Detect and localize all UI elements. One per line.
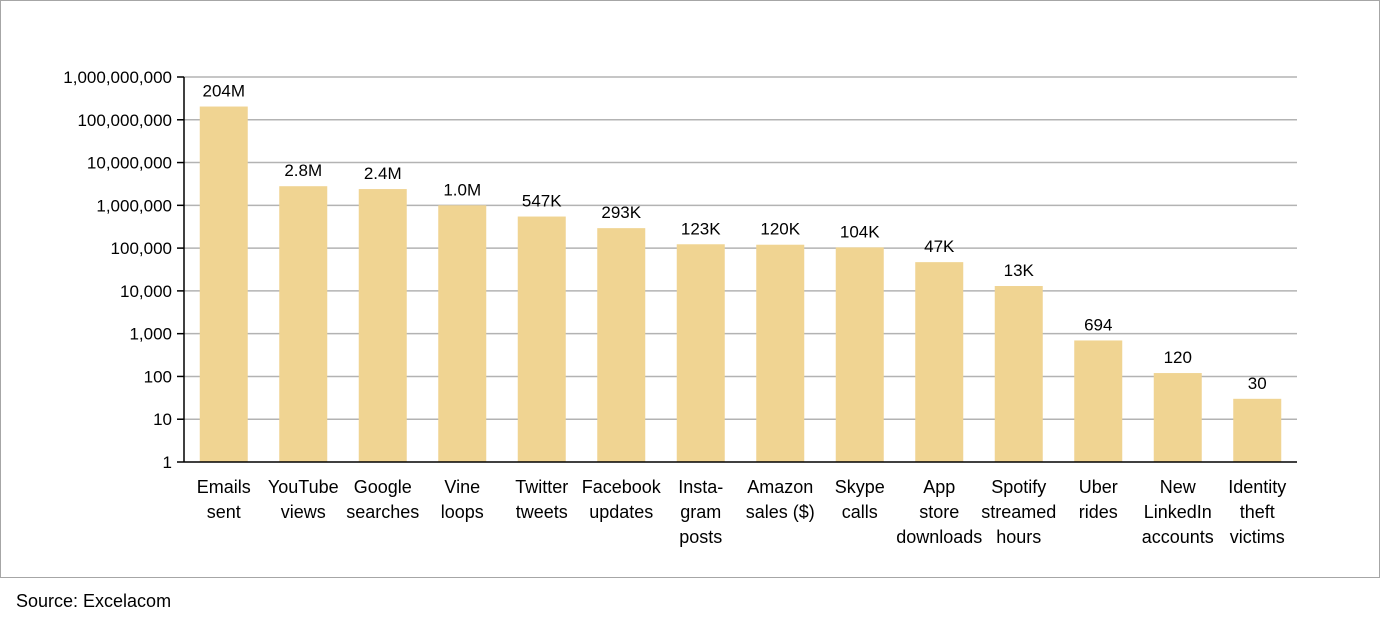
data-label: 547K	[522, 192, 562, 211]
category-label: Emails sent	[197, 477, 251, 522]
y-tick-label: 100	[144, 367, 172, 386]
bar	[358, 189, 407, 463]
category-label-line: store	[919, 502, 959, 522]
category-label-line: Identity	[1228, 477, 1286, 497]
category-label-line: Spotify	[991, 477, 1046, 497]
category-label: Facebook updates	[582, 477, 662, 522]
category-label-line: Amazon	[747, 477, 813, 497]
data-labels: 204M 2.8M 2.4M 1.0M 547K 293K 123K 120K 104K 47K 1…	[202, 82, 1266, 393]
category-label: YouTube views	[268, 477, 339, 522]
category-label-line: calls	[842, 502, 878, 522]
bar	[915, 262, 964, 462]
data-label: 204M	[202, 82, 245, 101]
data-label: 30	[1248, 374, 1267, 393]
data-label: 2.4M	[364, 164, 402, 183]
bar	[597, 228, 646, 462]
category-label-line: Uber	[1079, 477, 1118, 497]
category-label: Twitter tweets	[515, 477, 568, 522]
bars	[199, 106, 1282, 463]
category-label-line: sent	[207, 502, 241, 522]
y-tick-label: 100,000	[111, 239, 172, 258]
axes	[177, 76, 1297, 463]
bar	[676, 244, 725, 462]
y-tick-label: 10,000,000	[87, 154, 172, 173]
category-label-line: Google	[354, 477, 412, 497]
bar	[756, 244, 805, 462]
y-tick-labels: 1 10 100 1,000 10,000 100,000 1,000,000 10,000,…	[63, 68, 172, 472]
category-label: Identity theft victims	[1228, 477, 1286, 547]
y-tick-label: 1	[163, 453, 172, 472]
category-label-line: Skype	[835, 477, 885, 497]
category-label-line: Twitter	[515, 477, 568, 497]
y-tick-label: 1,000,000,000	[63, 68, 172, 87]
category-label-line: Insta-	[678, 477, 723, 497]
category-label: Uber rides	[1079, 477, 1118, 522]
category-label-line: hours	[996, 527, 1041, 547]
category-labels: Emails sent YouTube views Google searches Vine…	[197, 477, 1287, 547]
category-label-line: Facebook	[582, 477, 662, 497]
category-label: Google searches	[346, 477, 419, 522]
category-label-line: New	[1160, 477, 1197, 497]
category-label-line: victims	[1230, 527, 1285, 547]
bar	[835, 247, 884, 462]
bar	[199, 106, 248, 463]
bar	[1153, 373, 1202, 462]
category-label-line: posts	[679, 527, 722, 547]
y-tick-label: 10	[153, 410, 172, 429]
category-label-line: accounts	[1142, 527, 1214, 547]
data-label: 104K	[840, 222, 880, 241]
category-label-line: sales ($)	[746, 502, 815, 522]
category-label: Spotify streamed hours	[981, 477, 1056, 547]
bar	[279, 186, 328, 463]
data-label: 123K	[681, 219, 721, 238]
bar	[1233, 398, 1282, 462]
chart-frame: 1 10 100 1,000 10,000 100,000 1,000,000 10,000,…	[0, 0, 1380, 578]
category-label-line: loops	[441, 502, 484, 522]
category-label-line: YouTube	[268, 477, 339, 497]
data-label: 1.0M	[443, 180, 481, 199]
source-note: Source: Excelacom	[16, 591, 172, 611]
bar	[1074, 340, 1123, 462]
data-label: 47K	[924, 237, 955, 256]
category-label: Amazon sales ($)	[746, 477, 815, 522]
category-label-line: gram	[680, 502, 721, 522]
category-label-line: downloads	[896, 527, 982, 547]
category-label-line: streamed	[981, 502, 1056, 522]
data-label: 694	[1084, 315, 1112, 334]
category-label-line: LinkedIn	[1144, 502, 1212, 522]
category-label: New LinkedIn accounts	[1142, 477, 1214, 547]
category-label-line: searches	[346, 502, 419, 522]
category-label: Insta-gram posts	[678, 477, 723, 547]
data-label: 120	[1164, 348, 1192, 367]
category-label-line: theft	[1240, 502, 1275, 522]
category-label: Skype calls	[835, 477, 885, 522]
category-label-line: views	[281, 502, 326, 522]
bar-chart: 1 10 100 1,000 10,000 100,000 1,000,000 10,000,…	[63, 68, 1297, 547]
data-label: 13K	[1004, 261, 1035, 280]
data-label: 120K	[760, 220, 800, 239]
bar	[438, 205, 487, 463]
category-label-line: App	[923, 477, 955, 497]
bar	[517, 216, 566, 462]
gridlines	[184, 76, 1297, 420]
data-label: 293K	[601, 203, 641, 222]
y-tick-label: 100,000,000	[77, 111, 172, 130]
category-label: Vine loops	[441, 477, 484, 522]
category-label-line: Vine	[444, 477, 480, 497]
category-label-line: updates	[589, 502, 653, 522]
y-tick-label: 1,000	[129, 325, 172, 344]
category-label-line: rides	[1079, 502, 1118, 522]
category-label-line: Emails	[197, 477, 251, 497]
y-tick-label: 10,000	[120, 282, 172, 301]
y-tick-label: 1,000,000	[96, 196, 172, 215]
data-label: 2.8M	[284, 161, 322, 180]
category-label: App store downloads	[896, 477, 982, 547]
category-label-line: tweets	[516, 502, 568, 522]
bar	[994, 286, 1043, 462]
